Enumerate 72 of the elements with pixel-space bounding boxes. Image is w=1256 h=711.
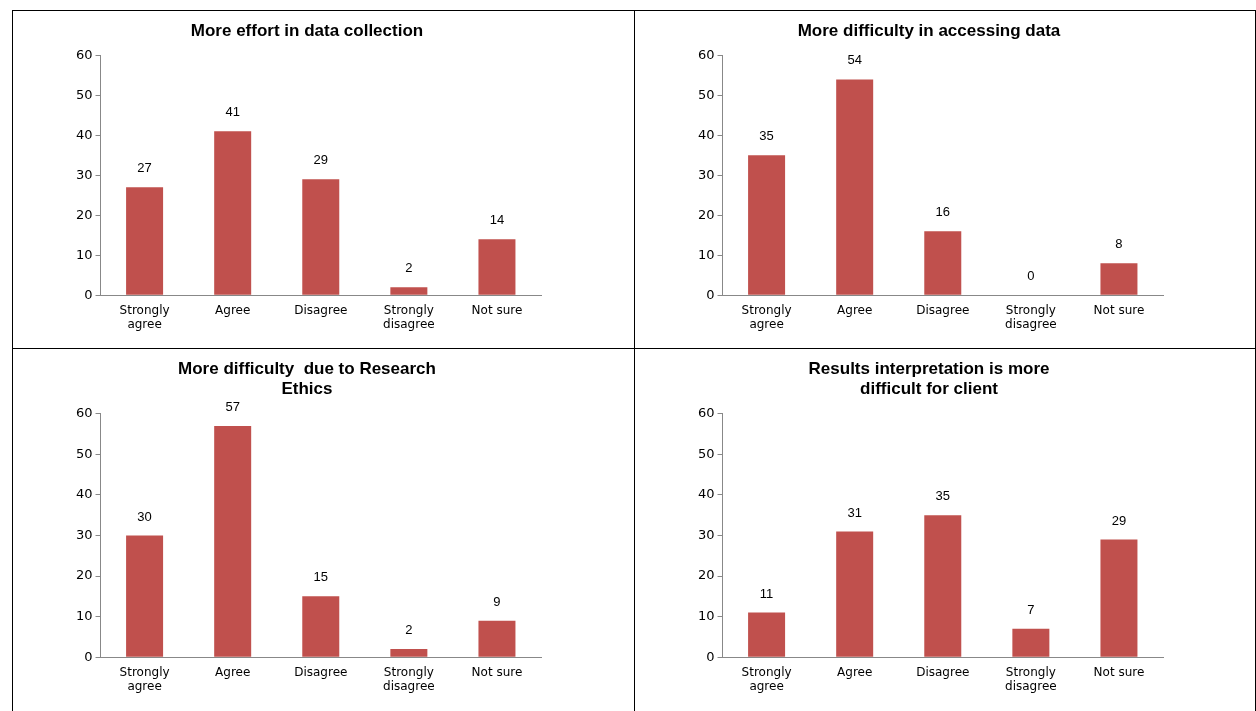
y-tick-label: 60 bbox=[698, 405, 715, 421]
data-label: 29 bbox=[1111, 512, 1127, 528]
chart-title: More effort in data collection bbox=[190, 20, 424, 40]
x-tick-label: Disagree bbox=[294, 302, 348, 317]
y-tick-label: 0 bbox=[706, 286, 715, 302]
y-tick-label: 30 bbox=[76, 526, 93, 542]
y-tick-label: 30 bbox=[698, 166, 715, 182]
y-tick-label: 30 bbox=[698, 526, 715, 542]
data-label: 29 bbox=[313, 152, 329, 168]
x-tick-label: Strongly disagree bbox=[383, 664, 435, 693]
y-tick-label: 40 bbox=[76, 126, 93, 142]
y-tick-label: 10 bbox=[76, 246, 93, 262]
y-tick-label: 20 bbox=[698, 567, 715, 583]
chart-title: More difficulty in accessing data bbox=[797, 20, 1061, 40]
y-tick-label: 50 bbox=[698, 86, 715, 102]
x-tick-label: Not sure bbox=[471, 302, 523, 317]
x-tick-label: Disagree bbox=[916, 664, 970, 679]
x-tick-label: Strongly agree bbox=[119, 664, 170, 693]
y-tick-label: 10 bbox=[698, 246, 715, 262]
data-label: 27 bbox=[137, 160, 152, 176]
x-tick-label: Strongly disagree bbox=[1005, 302, 1057, 331]
x-tick-label: Agree bbox=[215, 302, 251, 317]
data-label: 2 bbox=[405, 260, 413, 276]
x-tick-label: Strongly agree bbox=[741, 302, 792, 331]
y-tick-label: 0 bbox=[84, 648, 93, 664]
y-tick-label: 60 bbox=[76, 405, 93, 421]
x-tick-label: Strongly disagree bbox=[383, 302, 435, 331]
data-label: 35 bbox=[759, 128, 774, 144]
data-label: 0 bbox=[1027, 268, 1035, 284]
data-label: 11 bbox=[759, 585, 774, 601]
y-tick-label: 20 bbox=[76, 567, 93, 583]
x-tick-label: Strongly agree bbox=[741, 664, 792, 693]
data-label: 14 bbox=[489, 212, 505, 228]
data-label: 2 bbox=[405, 622, 413, 638]
x-tick-label: Agree bbox=[837, 664, 873, 679]
x-tick-label: Strongly disagree bbox=[1005, 664, 1057, 693]
data-label: 57 bbox=[225, 399, 240, 415]
x-tick-label: Not sure bbox=[1093, 664, 1145, 679]
y-tick-label: 0 bbox=[84, 286, 93, 302]
y-tick-label: 60 bbox=[76, 46, 93, 62]
y-tick-label: 50 bbox=[698, 445, 715, 461]
y-tick-label: 40 bbox=[698, 126, 715, 142]
x-tick-label: Not sure bbox=[1093, 302, 1145, 317]
y-tick-label: 50 bbox=[76, 445, 93, 461]
data-label: 35 bbox=[935, 488, 951, 504]
data-label: 54 bbox=[847, 52, 862, 68]
x-tick-label: Agree bbox=[215, 664, 251, 679]
data-label: 16 bbox=[935, 204, 951, 220]
y-tick-label: 60 bbox=[698, 46, 715, 62]
data-label: 31 bbox=[847, 504, 862, 520]
chart-title: Results interpretation is more difficult for client bbox=[808, 358, 1050, 399]
y-tick-label: 20 bbox=[76, 206, 93, 222]
x-tick-label: Agree bbox=[837, 302, 873, 317]
data-label: 41 bbox=[225, 104, 240, 120]
x-tick-label: Disagree bbox=[916, 302, 970, 317]
y-tick-label: 30 bbox=[76, 166, 93, 182]
y-tick-label: 40 bbox=[698, 486, 715, 502]
data-label: 15 bbox=[313, 569, 329, 585]
x-tick-label: Not sure bbox=[471, 664, 523, 679]
y-tick-label: 0 bbox=[706, 648, 715, 664]
data-label: 9 bbox=[493, 593, 501, 609]
y-tick-label: 20 bbox=[698, 206, 715, 222]
data-label: 7 bbox=[1027, 601, 1035, 617]
x-tick-label: Disagree bbox=[294, 664, 348, 679]
data-label: 30 bbox=[137, 508, 152, 524]
y-tick-label: 10 bbox=[698, 608, 715, 624]
chart-title: More difficulty due to Research Ethics bbox=[178, 358, 436, 399]
data-label: 8 bbox=[1115, 236, 1123, 252]
y-tick-label: 10 bbox=[76, 608, 93, 624]
y-tick-label: 50 bbox=[76, 86, 93, 102]
y-tick-label: 40 bbox=[76, 486, 93, 502]
x-tick-label: Strongly agree bbox=[119, 302, 170, 331]
